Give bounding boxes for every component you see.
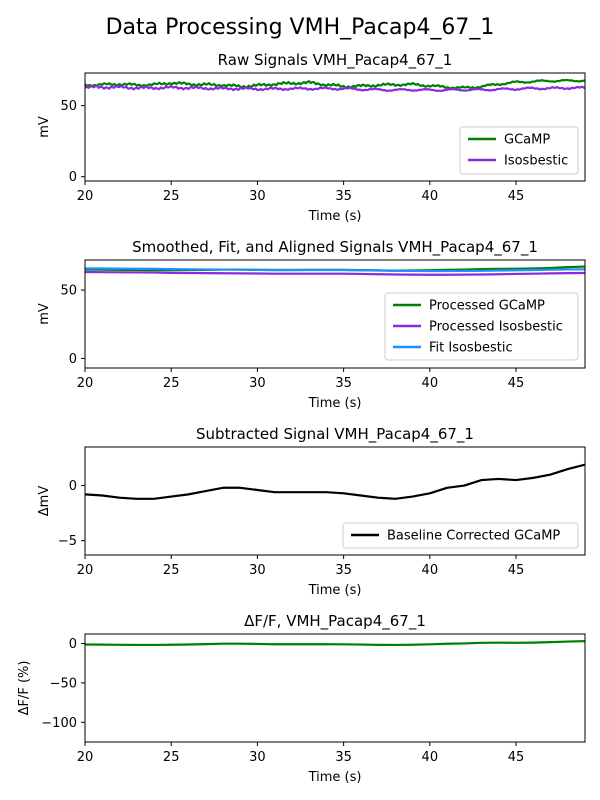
x-tick-label: 40 <box>422 563 439 578</box>
y-axis-label: ΔmV <box>37 486 52 517</box>
panel-1: 20 25 30 35 40 45 0 50 Raw Signals VMH_Pacap4_67… <box>37 51 586 224</box>
x-tick-label: 45 <box>508 376 525 391</box>
x-tick-label: 40 <box>422 750 439 765</box>
y-tick-label: −50 <box>50 676 77 691</box>
x-tick-label: 30 <box>249 750 266 765</box>
x-axis-label: Time (s) <box>308 770 362 785</box>
x-tick-label: 20 <box>77 750 94 765</box>
panel-3: 20 25 30 35 40 45 −5 0 Subtracted Signal VMH_Pac… <box>37 425 586 598</box>
legend: Processed GCaMP Processed Isosbestic Fit I… <box>384 292 579 361</box>
legend-label: Baseline Corrected GCaMP <box>387 529 560 544</box>
legend-label: Processed GCaMP <box>429 299 545 314</box>
y-tick-label: 0 <box>69 479 77 494</box>
x-tick-label: 35 <box>335 563 352 578</box>
series-line-baseline-corrected-gcamp <box>85 463 585 500</box>
x-axis-label: Time (s) <box>308 583 362 598</box>
y-tick-label: 50 <box>60 284 77 299</box>
x-tick-label: 45 <box>508 189 525 204</box>
panels: 20 25 30 35 40 45 0 50 Raw Signals VMH_Pacap4_67… <box>17 51 586 785</box>
plot-frame <box>84 72 586 182</box>
x-tick-label: 30 <box>249 189 266 204</box>
legend-label: Processed Isosbestic <box>429 320 563 335</box>
y-tick-label: 0 <box>69 352 77 367</box>
panel-title: ΔF/F, VMH_Pacap4_67_1 <box>244 612 426 631</box>
y-tick-label: −5 <box>58 534 77 549</box>
legend: GCaMP Isosbestic <box>459 126 579 175</box>
y-tick-label: 0 <box>69 170 77 185</box>
panel-4: 20 25 30 35 40 45 −100 −50 0 ΔF/F, VMH_Pacap4_67_… <box>17 612 586 785</box>
legend-box <box>342 522 579 549</box>
x-tick-label: 30 <box>249 376 266 391</box>
plot-frame <box>84 259 586 369</box>
x-tick-label: 25 <box>163 563 180 578</box>
legend-label: Isosbestic <box>504 154 568 169</box>
y-axis-label: mV <box>37 303 52 325</box>
x-axis-label: Time (s) <box>308 396 362 411</box>
x-tick-label: 20 <box>77 376 94 391</box>
x-tick-label: 45 <box>508 563 525 578</box>
series-line-processed-isosbestic <box>85 270 585 276</box>
x-tick-label: 35 <box>335 376 352 391</box>
plot-frame <box>84 446 586 556</box>
y-tick-label: 50 <box>60 99 77 114</box>
x-tick-label: 25 <box>163 750 180 765</box>
legend: Baseline Corrected GCaMP <box>342 522 579 549</box>
series-line-isosbestic <box>85 84 585 92</box>
x-axis-label: Time (s) <box>308 209 362 224</box>
y-tick-label: −100 <box>41 716 77 731</box>
series-line-trace <box>85 639 585 647</box>
plot-frame <box>84 633 586 743</box>
x-tick-label: 40 <box>422 376 439 391</box>
panel-title: Subtracted Signal VMH_Pacap4_67_1 <box>196 425 474 444</box>
x-tick-label: 40 <box>422 189 439 204</box>
x-tick-label: 35 <box>335 750 352 765</box>
figure-title: Data Processing VMH_Pacap4_67_1 <box>106 15 495 40</box>
panel-title: Smoothed, Fit, and Aligned Signals VMH_P… <box>132 238 538 257</box>
panel-title: Raw Signals VMH_Pacap4_67_1 <box>218 51 453 70</box>
y-axis-label: ΔF/F (%) <box>17 661 32 716</box>
legend-label: GCaMP <box>504 133 550 148</box>
x-tick-label: 45 <box>508 750 525 765</box>
panel-2: 20 25 30 35 40 45 0 50 Smoothed, Fit, and Aligne… <box>37 238 586 411</box>
y-axis-label: mV <box>37 116 52 138</box>
x-tick-label: 20 <box>77 563 94 578</box>
y-tick-label: 0 <box>69 637 77 652</box>
series-line-gcamp <box>85 78 585 90</box>
x-tick-label: 30 <box>249 563 266 578</box>
legend-box <box>384 292 579 361</box>
x-tick-label: 25 <box>163 376 180 391</box>
x-tick-label: 20 <box>77 189 94 204</box>
x-tick-label: 25 <box>163 189 180 204</box>
x-tick-label: 35 <box>335 189 352 204</box>
legend-label: Fit Isosbestic <box>429 341 513 356</box>
series-line-fit-isosbestic <box>85 267 585 273</box>
